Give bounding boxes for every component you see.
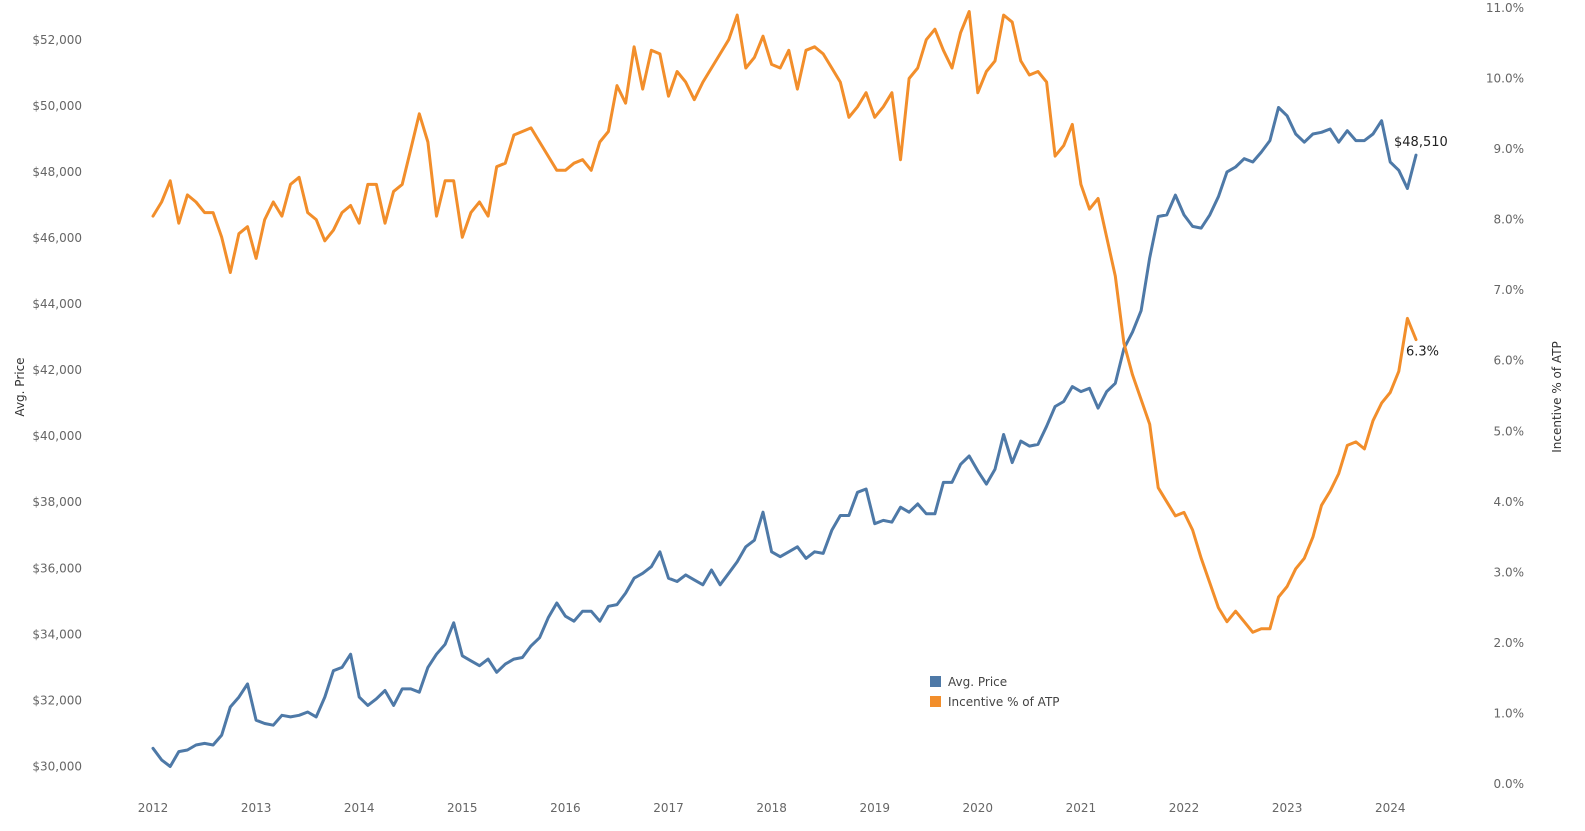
avg-price-line <box>151 106 1418 768</box>
legend-label-avg-price: Avg. Price <box>948 675 1007 689</box>
y-left-tick-label: $38,000 <box>32 495 82 509</box>
y-right-axis-ticks: 0.0% 1.0% 2.0% 3.0% 4.0% 5.0% 6.0% 7.0% 8.0% 9.0%… <box>1486 1 1524 791</box>
y-right-tick-label: 10.0% <box>1486 72 1524 86</box>
x-tick-label: 2013 <box>241 801 272 815</box>
x-tick-label: 2014 <box>344 801 375 815</box>
x-tick-label: 2022 <box>1169 801 1200 815</box>
legend-swatch-avg-price <box>930 676 941 687</box>
legend: Avg. Price Incentive % of ATP <box>930 675 1060 709</box>
y-right-tick-label: 5.0% <box>1494 424 1525 438</box>
y-right-tick-label: 0.0% <box>1494 777 1525 791</box>
y-right-tick-label: 2.0% <box>1494 636 1525 650</box>
incentive-line <box>151 10 1418 634</box>
x-tick-label: 2012 <box>138 801 169 815</box>
legend-swatch-incentive <box>930 696 941 707</box>
y-right-tick-label: 6.0% <box>1494 354 1525 368</box>
y-right-tick-label: 11.0% <box>1486 1 1524 15</box>
x-tick-label: 2019 <box>859 801 890 815</box>
x-axis-ticks: 2012 2013 2014 2015 2016 2017 2018 2019 2020 2021… <box>138 801 1406 815</box>
y-left-tick-label: $36,000 <box>32 561 82 575</box>
x-tick-label: 2023 <box>1272 801 1303 815</box>
y-right-tick-label: 4.0% <box>1494 495 1525 509</box>
y-right-tick-label: 9.0% <box>1494 142 1525 156</box>
x-tick-label: 2020 <box>963 801 994 815</box>
legend-label-incentive: Incentive % of ATP <box>948 695 1060 709</box>
x-tick-label: 2016 <box>550 801 581 815</box>
x-tick-label: 2017 <box>653 801 684 815</box>
y-right-tick-label: 8.0% <box>1494 213 1525 227</box>
y-left-tick-label: $50,000 <box>32 99 82 113</box>
x-tick-label: 2021 <box>1066 801 1097 815</box>
y-left-tick-label: $30,000 <box>32 759 82 773</box>
y-left-tick-label: $46,000 <box>32 231 82 245</box>
x-tick-label: 2018 <box>756 801 787 815</box>
avg-price-end-label: $48,510 <box>1394 135 1448 150</box>
incentive-end-label: 6.3% <box>1406 345 1439 360</box>
y-left-tick-label: $42,000 <box>32 363 82 377</box>
y-left-tick-label: $44,000 <box>32 297 82 311</box>
y-right-tick-label: 1.0% <box>1494 706 1525 720</box>
y-left-axis-ticks: $30,000 $32,000 $34,000 $36,000 $38,000 $40,0… <box>32 33 82 774</box>
x-tick-label: 2024 <box>1375 801 1406 815</box>
y-right-axis-title: Incentive % of ATP <box>1550 341 1564 453</box>
y-left-tick-label: $48,000 <box>32 165 82 179</box>
series-layer: $48,510 6.3% <box>151 10 1448 768</box>
y-left-tick-label: $40,000 <box>32 429 82 443</box>
y-left-tick-label: $52,000 <box>32 33 82 47</box>
y-left-tick-label: $34,000 <box>32 627 82 641</box>
y-left-tick-label: $32,000 <box>32 693 82 707</box>
x-tick-label: 2015 <box>447 801 478 815</box>
y-right-tick-label: 7.0% <box>1494 283 1525 297</box>
y-right-tick-label: 3.0% <box>1494 565 1525 579</box>
y-left-axis-title: Avg. Price <box>13 357 27 416</box>
